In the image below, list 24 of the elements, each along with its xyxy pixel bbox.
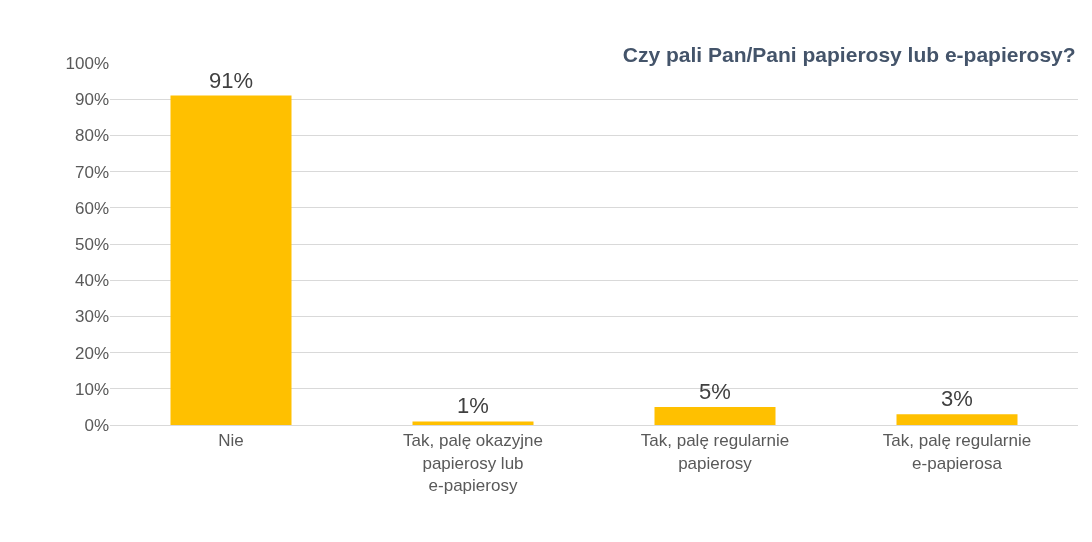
y-tick-label: 0%: [84, 415, 109, 435]
y-tick-label: 90%: [74, 90, 109, 110]
y-tick-label: 100%: [65, 53, 109, 73]
y-tick-label: 20%: [74, 343, 109, 363]
bar: [412, 421, 534, 425]
data-label: 3%: [941, 386, 973, 412]
x-tick-label: Tak, palę regularnie e-papierosa: [882, 431, 1032, 473]
y-tick-label: 10%: [74, 379, 109, 399]
y-tick-label: 40%: [74, 271, 109, 291]
bar: [170, 95, 292, 425]
x-tick-label: Nie: [218, 431, 244, 451]
y-tick-label: 60%: [74, 198, 109, 218]
y-tick-label: 30%: [74, 307, 109, 327]
data-label: 91%: [208, 67, 254, 93]
y-tick-label: 50%: [74, 234, 109, 254]
y-tick-label: 80%: [74, 126, 109, 146]
y-tick-label: 70%: [74, 162, 109, 182]
x-tick-label: Tak, palę okazyjne papierosy lub e-papierosy: [403, 431, 543, 495]
bar: [896, 414, 1018, 425]
x-tick-label: Tak, palę regularnie papierosy: [640, 431, 790, 473]
data-label: 1%: [457, 393, 489, 419]
data-label: 5%: [699, 378, 731, 404]
chart-title: Czy pali Pan/Pani papierosy lub e-papierosy?: [622, 42, 1076, 66]
bar: [654, 406, 776, 425]
